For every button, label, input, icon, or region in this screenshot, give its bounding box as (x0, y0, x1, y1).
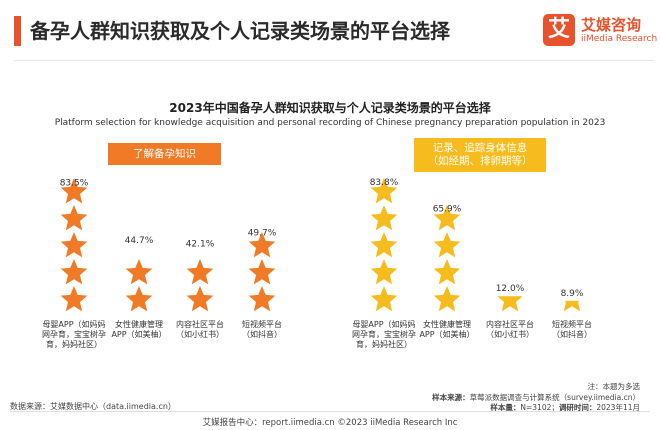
category-label: 女性健康管理 APP（如美柚） (419, 320, 475, 339)
group-label-knowledge-text: 了解备孕知识 (133, 147, 196, 160)
report-center-footer: 艾媒报告中心：report.iimedia.cn ©2023 iiMedia R… (202, 418, 458, 428)
star-icon (248, 232, 276, 258)
star-icon (60, 232, 88, 258)
category-label: 短视频平台 （如抖音） (242, 320, 282, 339)
star-icon (60, 259, 88, 285)
bar-2-3 (497, 296, 523, 312)
category-label: 母婴APP（如妈妈 网孕育，宝宝树孕 育，妈妈社区） (42, 320, 106, 349)
category-label: 内容社区平台 （如小红书） (486, 320, 534, 339)
star-icon (186, 259, 214, 285)
bar-2-4 (563, 300, 581, 312)
group-label-recording-text: 记录、追踪身体信息 （如经期、排卵期等） (428, 142, 533, 168)
chart-note: 注：本题为多选 (587, 382, 641, 391)
value-label: 83.5% (60, 178, 89, 188)
survey-time-label: 调研时间： (558, 403, 597, 412)
group-label-recording-line1: 记录、追踪身体信息 (432, 142, 528, 154)
group-label-knowledge: 了解备孕知识 (108, 143, 221, 165)
category-label: 短视频平台 （如抖音） (552, 320, 592, 339)
star-icon (60, 205, 88, 231)
star-icon (433, 232, 461, 258)
page-header: 备孕人群知识获取及个人记录类场景的平台选择 艾 艾媒咨询 iiMedia Res… (0, 0, 660, 62)
footer-divider (10, 411, 650, 412)
category-label: 内容社区平台 （如小红书） (176, 320, 224, 339)
page-title: 备孕人群知识获取及个人记录类场景的平台选择 (30, 19, 450, 43)
star-icon (370, 259, 398, 285)
star-icon (370, 286, 398, 312)
sample-source-line: 样本来源：草莓派数据调查与计算系统（survey.iimedia.cn） (432, 393, 640, 403)
bar-1-4 (248, 232, 276, 312)
title-accent-bar (14, 16, 21, 46)
sample-source-label: 样本来源： (432, 393, 470, 402)
star-icon (125, 286, 153, 312)
star-icon (248, 259, 276, 285)
star-icon (60, 178, 88, 204)
star-icon (370, 205, 398, 231)
logo-icon: 艾 (543, 14, 575, 46)
chart-title: 2023年中国备孕人群知识获取与个人记录类场景的平台选择 (169, 101, 491, 115)
data-source: 数据来源：艾媒数据中心（data.iimedia.cn） (10, 402, 176, 411)
star-icon (563, 300, 581, 312)
star-icon (370, 232, 398, 258)
star-icon (125, 259, 153, 285)
category-label: 母婴APP（如妈妈 网孕育，宝宝树孕 育，妈妈社区） (352, 320, 416, 349)
chart-subtitle: Platform selection for knowledge acquisi… (54, 118, 606, 128)
sample-size-label: 样本量： (490, 403, 521, 412)
star-icon (370, 178, 398, 204)
survey-time-value: 2023年11月 (596, 403, 640, 412)
star-icon (248, 286, 276, 312)
value-label: 65.9% (433, 204, 462, 214)
logo-cn-text: 艾媒咨询 (581, 16, 642, 34)
bar-1-1 (60, 178, 88, 312)
bar-2-1 (370, 178, 398, 312)
value-label: 12.0% (496, 284, 525, 294)
value-label: 83.8% (370, 178, 399, 188)
header-divider (14, 60, 654, 61)
sample-source-value: 草莓派数据调查与计算系统（survey.iimedia.cn） (469, 393, 640, 402)
star-icon (433, 259, 461, 285)
group-label-recording: 记录、追踪身体信息 （如经期、排卵期等） (414, 138, 546, 172)
bar-1-2 (125, 259, 153, 312)
star-icon (186, 286, 214, 312)
logo-en-text: iiMedia Research (581, 34, 658, 44)
star-icon (60, 286, 88, 312)
group-label-recording-line2: （如经期、排卵期等） (427, 155, 533, 167)
value-label: 8.9% (561, 289, 584, 299)
category-label: 女性健康管理 APP（如美柚） (111, 320, 167, 339)
bar-1-3 (186, 259, 214, 312)
value-label: 42.1% (186, 240, 215, 250)
value-label: 49.7% (248, 228, 277, 238)
star-icon (497, 296, 523, 312)
star-icon (433, 286, 461, 312)
sample-size-line: 样本量：N=3102；调研时间：2023年11月 (432, 403, 640, 413)
value-label: 44.7% (125, 236, 154, 246)
sample-info: 样本来源：草莓派数据调查与计算系统（survey.iimedia.cn） 样本量… (432, 393, 640, 413)
sample-size-value: N=3102； (520, 403, 559, 412)
star-icon (433, 205, 461, 231)
brand-logo: 艾 艾媒咨询 iiMedia Research (543, 14, 657, 54)
bar-2-2 (433, 205, 461, 312)
